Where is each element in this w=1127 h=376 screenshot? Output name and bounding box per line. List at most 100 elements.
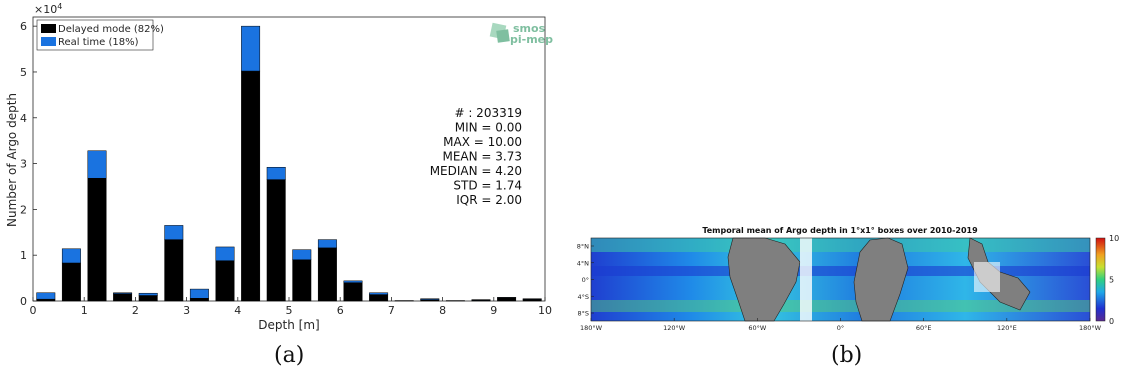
bar-realtime-9	[266, 166, 286, 180]
bar-delayed-7	[215, 260, 235, 302]
x-tick-label: 10	[538, 304, 552, 317]
legend-swatch-delayed	[41, 24, 56, 33]
caption-b: (b)	[831, 343, 863, 368]
x-tick-label: 1	[81, 304, 88, 317]
depth-histogram: 0 1 2 3 4 5 6 7 8 9 10 0 1 2 3 4 5 6 ×104 Depth [m] Numb…	[5, 2, 553, 332]
bar-delayed-3	[113, 293, 133, 302]
logo-cube-icon-2	[496, 29, 510, 43]
bar-delayed-4	[138, 295, 158, 302]
stat-line: IQR = 2.00	[456, 193, 522, 207]
bar-realtime-1	[61, 248, 81, 264]
stat-line: MIN = 0.00	[455, 121, 522, 135]
stat-line: # : 203319	[454, 106, 522, 120]
map-y-tick-label: 8°N	[577, 243, 589, 251]
bar-realtime-15	[420, 298, 440, 300]
map-x-tick-label: 120°W	[663, 324, 686, 332]
x-tick-label: 7	[388, 304, 395, 317]
bar-realtime-6	[189, 288, 209, 299]
map-x-tick-label: 0°	[837, 324, 844, 332]
bar-delayed-13	[369, 294, 389, 302]
map-frame	[590, 237, 1091, 322]
map-axis-ticks: 180°W 120°W 60°W 0° 60°E 120°E 180°W 8°N 4°N 0° 4°…	[577, 243, 1102, 333]
map-y-tick-label: 0°	[582, 276, 589, 284]
land-south-america	[727, 237, 801, 322]
bar-delayed-11	[317, 247, 337, 302]
x-tick-label: 6	[337, 304, 344, 317]
x-tick-label: 4	[234, 304, 241, 317]
gap-atlantic	[800, 238, 812, 321]
caption-a: (a)	[274, 343, 305, 368]
x-tick-label: 5	[286, 304, 293, 317]
y-axis-label: Number of Argo depth	[5, 93, 19, 227]
y-tick-label: 4	[20, 112, 27, 125]
logo-text-pimep: pi-mep	[510, 33, 553, 46]
x-tick-label: 9	[490, 304, 497, 317]
y-multiplier: ×104	[34, 2, 62, 16]
band-equator	[591, 266, 1090, 276]
logo-text-smos: smos	[513, 22, 546, 35]
bar-delayed-10	[292, 259, 312, 302]
stat-line: MEDIAN = 4.20	[430, 164, 522, 178]
colorbar	[1095, 237, 1106, 322]
colorbar-tick-label: 0	[1109, 317, 1114, 326]
y-tick-label: 2	[20, 203, 27, 216]
legend: Delayed mode (82%) Real time (18%)	[36, 19, 164, 51]
bar-delayed-18	[497, 297, 517, 302]
bar-realtime-7	[215, 246, 235, 261]
bar-realtime-5	[164, 225, 184, 240]
bar-delayed-1	[61, 262, 81, 302]
stat-line: STD = 1.74	[453, 179, 522, 193]
y-tick-label: 3	[20, 158, 27, 171]
map-x-tick-label: 180°W	[1079, 324, 1102, 332]
legend-label-delayed: Delayed mode (82%)	[58, 24, 164, 35]
bar-realtime-11	[317, 239, 337, 249]
y-tick-label: 5	[20, 66, 27, 79]
bar-delayed-12	[343, 282, 363, 302]
smos-logo: smos pi-mep	[489, 22, 553, 46]
x-tick-label: 3	[183, 304, 190, 317]
y-tick-label: 0	[20, 295, 27, 308]
bar-realtime-13	[369, 292, 389, 295]
x-axis-label: Depth [m]	[258, 318, 319, 332]
legend-box	[36, 19, 154, 51]
band-north	[591, 238, 1090, 252]
colorbar-tick-label: 10	[1109, 234, 1119, 243]
map-title: Temporal mean of Argo depth in 1°x1° box…	[702, 226, 978, 235]
map-x-tick-label: 60°E	[916, 324, 932, 332]
gap-indonesia	[974, 262, 1000, 292]
colorbar-tick-label: 5	[1109, 276, 1114, 285]
bar-realtime-3	[113, 292, 133, 294]
colorbar-ticks: 10 5 0	[1109, 234, 1119, 326]
map-y-tick-label: 4°S	[577, 293, 589, 301]
bar-realtime-4	[138, 292, 158, 296]
x-tick-label: 8	[439, 304, 446, 317]
bar-delayed-8	[241, 70, 261, 302]
bar-delayed-9	[266, 179, 286, 302]
map-y-tick-label: 4°N	[577, 259, 589, 267]
bar-delayed-19	[522, 298, 542, 302]
y-tick-label: 6	[20, 20, 27, 33]
land-africa	[853, 237, 909, 322]
map-x-tick-label: 120°E	[997, 324, 1017, 332]
bar-delayed-6	[189, 298, 209, 302]
bar-delayed-0	[36, 298, 56, 302]
x-axis-ticks: 0 1 2 3 4 5 6 7 8 9 10	[30, 297, 552, 317]
bar-realtime-12	[343, 280, 363, 283]
map-x-tick-label: 180°W	[580, 324, 603, 332]
y-axis-ticks: 0 1 2 3 4 5 6	[20, 20, 37, 308]
legend-label-realtime: Real time (18%)	[58, 37, 139, 48]
stat-line: MEAN = 3.73	[442, 150, 522, 164]
bar-realtime-10	[292, 249, 312, 261]
stat-line: MAX = 10.00	[443, 135, 522, 149]
x-tick-label: 0	[30, 304, 37, 317]
bar-realtime-0	[36, 292, 56, 300]
plot-area	[32, 16, 546, 302]
x-tick-label: 2	[132, 304, 139, 317]
y-tick-label: 1	[20, 249, 27, 262]
bar-realtime-2	[87, 150, 107, 179]
bar-delayed-5	[164, 239, 184, 302]
band-south	[591, 300, 1090, 312]
bars-group	[36, 25, 542, 302]
bar-delayed-2	[87, 177, 107, 302]
